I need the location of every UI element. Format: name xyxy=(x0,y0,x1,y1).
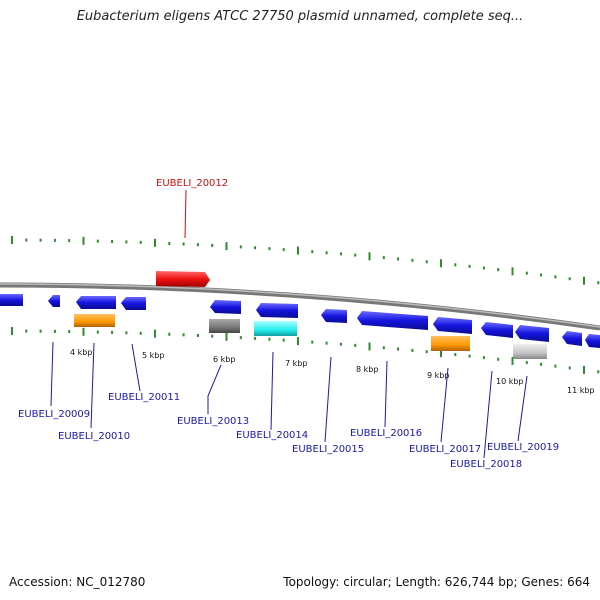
map-title: Eubacterium eligens ATCC 27750 plasmid u… xyxy=(76,9,524,24)
gene-label-eubeli-20018[interactable]: EUBELI_20018 xyxy=(450,459,522,470)
gene-eubeli-20019-arrow xyxy=(515,325,549,342)
gene-label-eubeli-20010[interactable]: EUBELI_20010 xyxy=(58,431,130,442)
gene-eubeli-20009 xyxy=(48,295,60,307)
reverse-strand xyxy=(0,294,600,359)
gene-eubeli-20013 xyxy=(209,319,240,333)
gene-eubeli-20010 xyxy=(74,314,115,327)
gene-eubeli-20014-arrow xyxy=(256,303,298,318)
accession-text: Accession: NC_012780 xyxy=(9,575,146,589)
gene-eubeli-20014 xyxy=(254,321,297,336)
gene-eubeli-20017-arrow xyxy=(433,317,472,334)
gene-label-eubeli-20012[interactable]: EUBELI_20012 xyxy=(156,178,228,189)
gene-fragment-right xyxy=(562,331,582,346)
scale-label: 7 kbp xyxy=(285,359,307,368)
scale-label: 5 kbp xyxy=(142,351,164,360)
label-leaders xyxy=(50,189,528,459)
gene-eubeli-20018 xyxy=(481,322,513,338)
outer-tick-ring xyxy=(11,236,600,285)
scale-labels: 4 kbp 5 kbp 6 kbp 7 kbp 8 kbp 9 kbp 10 k… xyxy=(70,348,595,395)
gene-eubeli-20011 xyxy=(121,297,146,310)
backbone-arc xyxy=(0,282,600,331)
gene-eubeli-20012 xyxy=(156,271,210,287)
genome-summary: Topology: circular; Length: 626,744 bp; … xyxy=(283,575,590,589)
gene-label-eubeli-20016[interactable]: EUBELI_20016 xyxy=(350,428,422,439)
gene-label-eubeli-20014[interactable]: EUBELI_20014 xyxy=(236,430,308,441)
scale-label: 8 kbp xyxy=(356,365,378,374)
scale-label: 9 kbp xyxy=(427,371,449,380)
gene-eubeli-20016 xyxy=(357,311,428,330)
gene-label-eubeli-20011[interactable]: EUBELI_20011 xyxy=(108,392,180,403)
gene-labels: EUBELI_20012 EUBELI_20009 EUBELI_20010 E… xyxy=(18,178,559,470)
gene-eubeli-20015 xyxy=(321,309,347,323)
gene-fragment-edge-right xyxy=(585,334,600,348)
gene-eubeli-20010-arrow xyxy=(76,296,116,309)
scale-label: 10 kbp xyxy=(496,377,524,386)
scale-label: 11 kbp xyxy=(567,386,595,395)
scale-label: 4 kbp xyxy=(70,348,92,357)
gene-label-eubeli-20015[interactable]: EUBELI_20015 xyxy=(292,444,364,455)
forward-strand xyxy=(156,271,210,287)
gene-label-eubeli-20017[interactable]: EUBELI_20017 xyxy=(409,444,481,455)
gene-label-eubeli-20013[interactable]: EUBELI_20013 xyxy=(177,416,249,427)
gene-eubeli-20013-arrow xyxy=(210,300,241,314)
gene-eubeli-20019 xyxy=(513,344,547,359)
gene-eubeli-20017 xyxy=(431,336,470,351)
inner-tick-ring xyxy=(11,327,600,374)
gene-label-eubeli-20019[interactable]: EUBELI_20019 xyxy=(487,442,559,453)
scale-label: 6 kbp xyxy=(213,355,235,364)
gene-label-eubeli-20009[interactable]: EUBELI_20009 xyxy=(18,409,90,420)
gene-fragment-left xyxy=(3,294,23,306)
